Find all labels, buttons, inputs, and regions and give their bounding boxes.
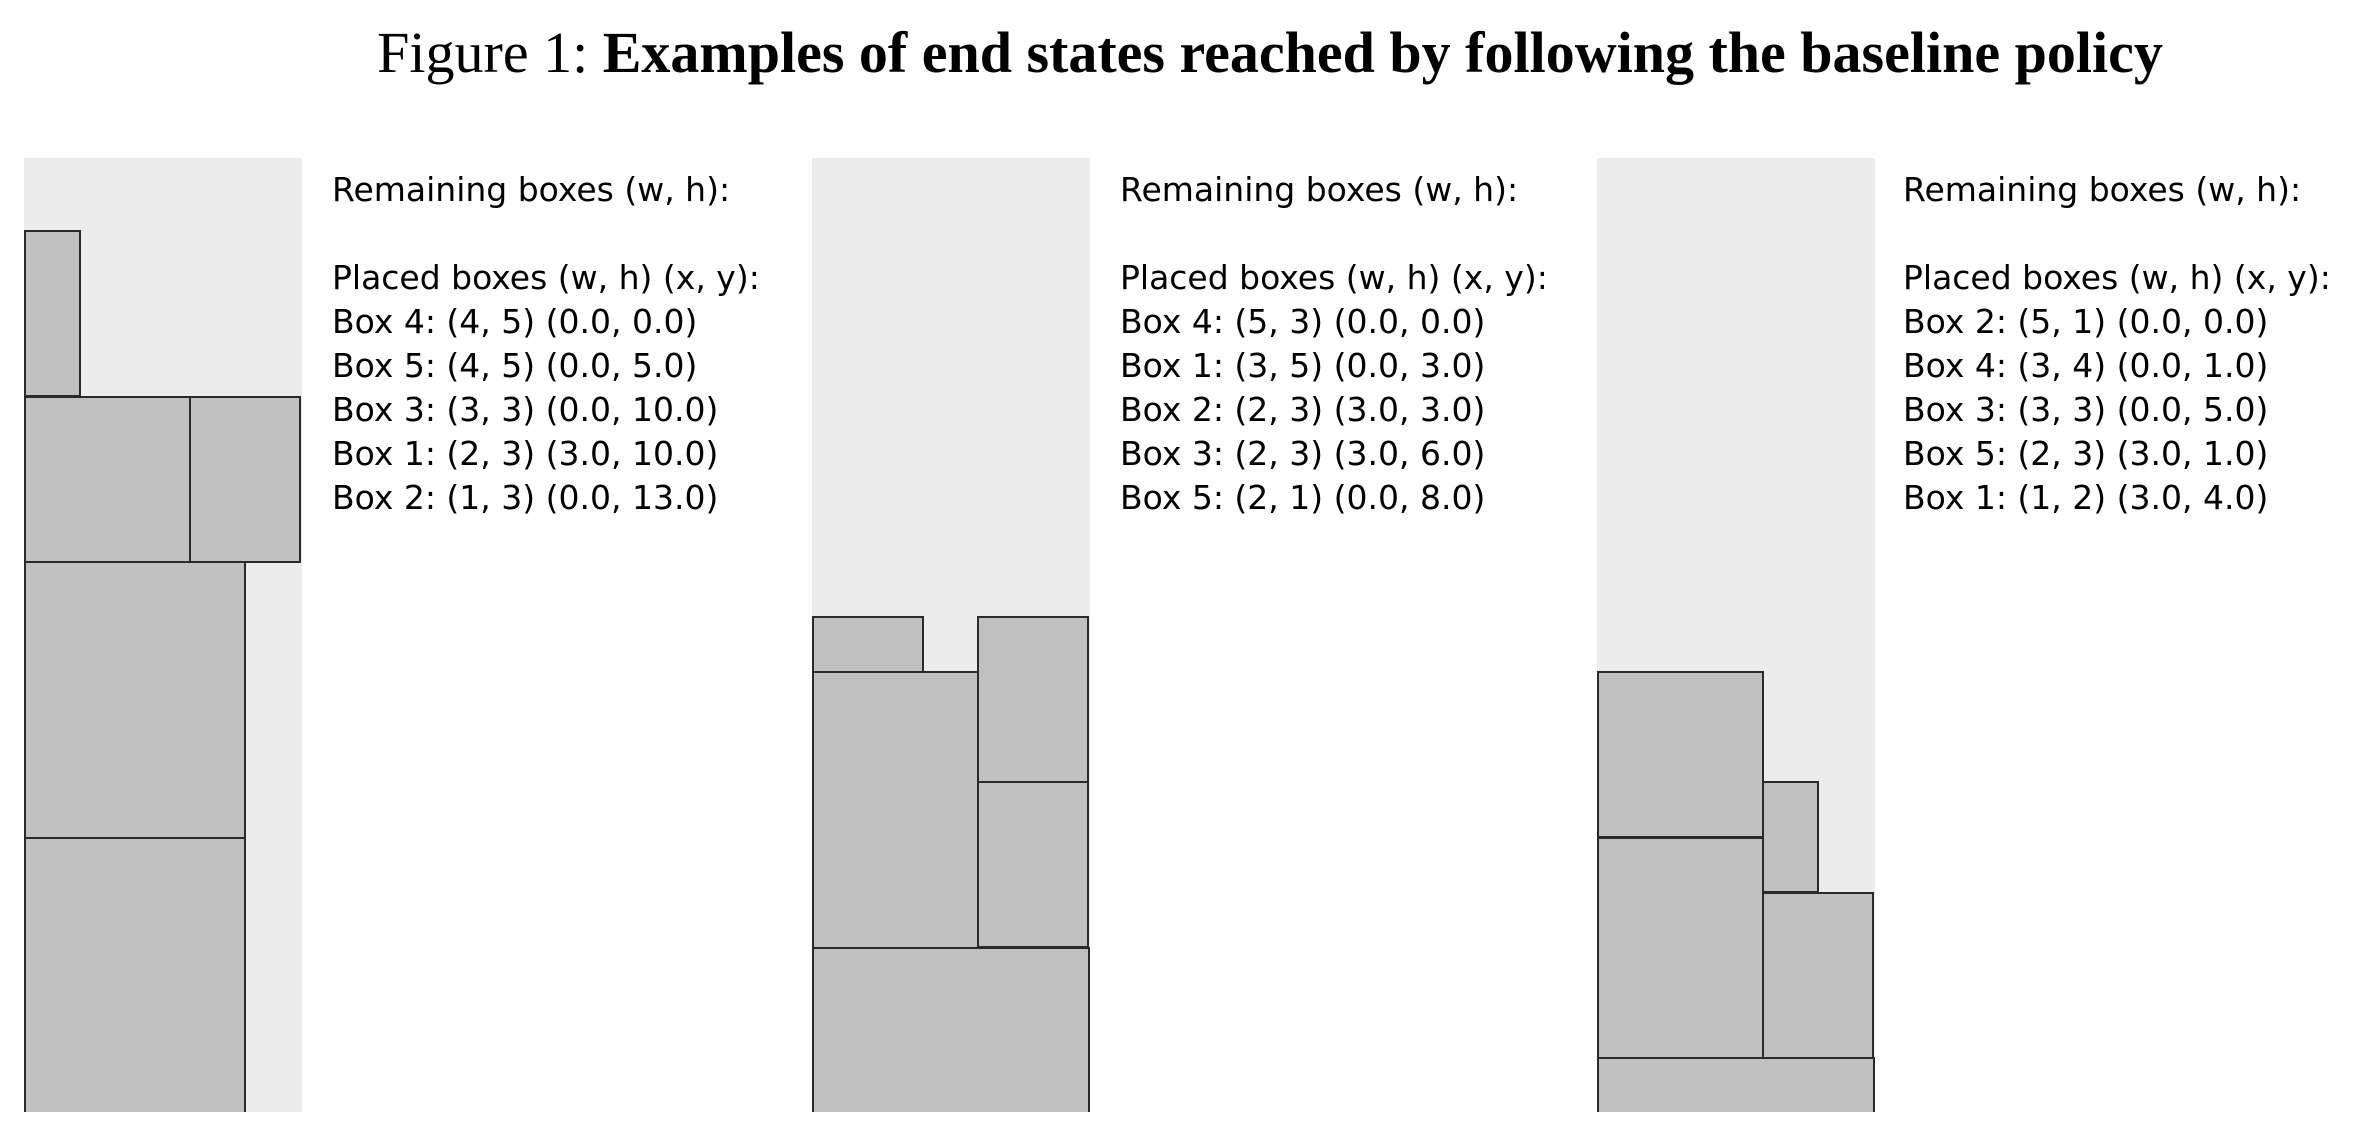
placed-box-entry: Box 1: (3, 5) (0.0, 3.0): [1120, 346, 1486, 385]
placed-boxes-header: Placed boxes (w, h) (x, y):: [1903, 258, 2331, 297]
placed-box-entry: Box 4: (5, 3) (0.0, 0.0): [1120, 302, 1486, 341]
placed-box-entry: Box 4: (3, 4) (0.0, 1.0): [1903, 346, 2269, 385]
packed-box-2: [24, 230, 81, 397]
figure-caption: Figure 1: Examples of end states reached…: [0, 18, 2372, 88]
packed-box-4: [812, 947, 1090, 1112]
packed-box-3: [24, 396, 191, 563]
placed-boxes-header: Placed boxes (w, h) (x, y):: [332, 258, 760, 297]
placed-box-entry: Box 3: (2, 3) (3.0, 6.0): [1120, 434, 1486, 473]
packed-box-3: [1597, 671, 1764, 838]
spacer: [332, 212, 760, 256]
placed-box-entry: Box 1: (2, 3) (3.0, 10.0): [332, 434, 719, 473]
bin-panel-3: [1597, 158, 1875, 1112]
placed-box-entry: Box 3: (3, 3) (0.0, 5.0): [1903, 390, 2269, 429]
packed-box-2: [1597, 1057, 1875, 1112]
packed-box-1: [812, 671, 979, 949]
figure-label: Figure 1:: [377, 20, 603, 85]
placed-boxes-header: Placed boxes (w, h) (x, y):: [1120, 258, 1548, 297]
packed-box-5: [812, 616, 924, 673]
placed-box-entry: Box 2: (1, 3) (0.0, 13.0): [332, 478, 719, 517]
box-info-panel-2: Remaining boxes (w, h): Placed boxes (w,…: [1120, 168, 1548, 520]
remaining-boxes-header: Remaining boxes (w, h):: [332, 170, 731, 209]
placed-box-entry: Box 5: (4, 5) (0.0, 5.0): [332, 346, 698, 385]
packed-box-4: [24, 837, 246, 1112]
packed-box-1: [1762, 781, 1819, 893]
placed-box-entry: Box 2: (2, 3) (3.0, 3.0): [1120, 390, 1486, 429]
bin-panel-1: [24, 158, 302, 1112]
spacer: [1120, 212, 1548, 256]
placed-box-entry: Box 5: (2, 1) (0.0, 8.0): [1120, 478, 1486, 517]
placed-box-entry: Box 1: (1, 2) (3.0, 4.0): [1903, 478, 2269, 517]
packed-box-5: [24, 561, 246, 839]
figure-title: Examples of end states reached by follow…: [602, 20, 2163, 85]
packed-box-4: [1597, 837, 1764, 1059]
packed-box-3: [977, 616, 1089, 783]
box-info-panel-3: Remaining boxes (w, h): Placed boxes (w,…: [1903, 168, 2331, 520]
remaining-boxes-header: Remaining boxes (w, h):: [1120, 170, 1519, 209]
packed-box-2: [977, 781, 1089, 948]
placed-box-entry: Box 3: (3, 3) (0.0, 10.0): [332, 390, 719, 429]
placed-box-entry: Box 5: (2, 3) (3.0, 1.0): [1903, 434, 2269, 473]
bin-panel-2: [812, 158, 1090, 1112]
placed-box-entry: Box 4: (4, 5) (0.0, 0.0): [332, 302, 698, 341]
packed-box-5: [1762, 892, 1874, 1059]
spacer: [1903, 212, 2331, 256]
packed-box-1: [189, 396, 301, 563]
box-info-panel-1: Remaining boxes (w, h): Placed boxes (w,…: [332, 168, 760, 520]
placed-box-entry: Box 2: (5, 1) (0.0, 0.0): [1903, 302, 2269, 341]
remaining-boxes-header: Remaining boxes (w, h):: [1903, 170, 2302, 209]
